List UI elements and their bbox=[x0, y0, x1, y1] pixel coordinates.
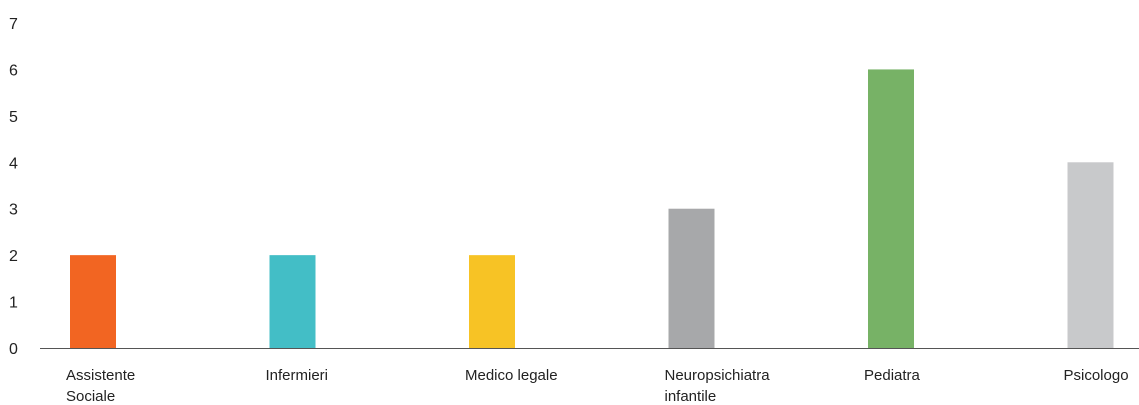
x-tick-label-line: Pediatra bbox=[864, 367, 921, 384]
bar bbox=[868, 69, 914, 348]
bar bbox=[70, 255, 116, 348]
x-tick-label-line: Psicologo bbox=[1064, 367, 1129, 384]
x-tick-label-line: Neuropsichiatra bbox=[665, 367, 771, 384]
x-tick-label: Assistente Sociale bbox=[66, 367, 135, 405]
y-axis-ticks: 0 1 2 3 4 5 6 7 bbox=[9, 16, 18, 358]
bar bbox=[269, 255, 316, 348]
bar bbox=[1067, 162, 1114, 348]
x-tick-label: Infermieri bbox=[266, 367, 329, 384]
bars-group bbox=[70, 69, 1114, 348]
x-tick-label-line: infantile bbox=[665, 388, 717, 405]
bar bbox=[668, 208, 715, 348]
y-tick-label: 0 bbox=[9, 341, 18, 358]
y-tick-label: 4 bbox=[9, 155, 18, 172]
x-tick-label-line: Sociale bbox=[66, 388, 115, 405]
y-tick-label: 7 bbox=[9, 16, 18, 33]
y-tick-label: 1 bbox=[9, 295, 18, 312]
y-tick-label: 2 bbox=[9, 248, 18, 265]
y-tick-label: 5 bbox=[9, 109, 18, 126]
x-tick-label-line: Infermieri bbox=[266, 367, 329, 384]
x-tick-label: Neuropsichiatra infantile bbox=[665, 367, 771, 405]
x-tick-label: Medico legale bbox=[465, 367, 558, 384]
x-tick-label: Psicologo bbox=[1064, 367, 1129, 384]
y-tick-label: 3 bbox=[9, 202, 18, 219]
x-tick-label-line: Assistente bbox=[66, 367, 135, 384]
bar bbox=[469, 255, 515, 348]
y-tick-label: 6 bbox=[9, 62, 18, 79]
x-tick-label: Pediatra bbox=[864, 367, 921, 384]
x-tick-label-line: Medico legale bbox=[465, 367, 558, 384]
x-axis-labels: Assistente Sociale Infermieri Medico legale… bbox=[66, 367, 1129, 405]
